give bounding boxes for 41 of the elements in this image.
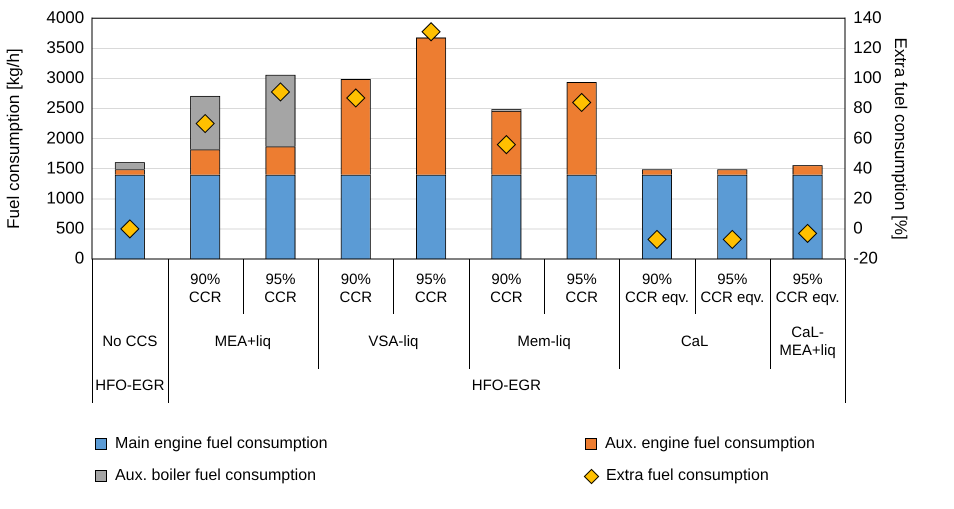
x-tick-label: 95% CCR eqv. (700, 271, 764, 306)
y2-tick-label: -20 (853, 248, 878, 268)
point (422, 22, 441, 42)
x-tick-label: 90% CCR eqv. (625, 271, 689, 306)
y2-tick-label: 40 (853, 158, 872, 178)
legend-label: Main engine fuel consumption (115, 435, 328, 453)
legend-label: Aux. boiler fuel consumption (115, 467, 316, 485)
x-tick-label: 95% CCR (565, 271, 598, 306)
x-tick-label: 90% CCR (490, 271, 523, 306)
y2-tick-label: 20 (853, 188, 872, 208)
x-tick-label: 90% CCR (340, 271, 372, 306)
y2-tick-label: 100 (853, 68, 882, 88)
y-tick-label: 1500 (46, 158, 84, 178)
x-tick-label: 95% CCR eqv. (776, 271, 840, 306)
point (120, 219, 140, 238)
point (346, 88, 366, 108)
y-tick-label: 3000 (46, 68, 84, 88)
y2-tick-label: 60 (853, 128, 872, 148)
y-axis-title: Fuel consumption [kg/h] (4, 48, 23, 229)
y2-axis-title: Extra fuel consumption [%] (891, 37, 910, 240)
legend-label: Extra fuel consumption (606, 467, 769, 485)
y-tick-label: 2500 (46, 98, 84, 118)
x-tick-label: 95% CCR (414, 271, 448, 306)
y-tick-label: 4000 (46, 8, 84, 27)
y2-tick-label: 120 (853, 38, 882, 57)
y-tick-label: 0 (74, 248, 84, 268)
point (270, 82, 290, 102)
point (798, 224, 818, 243)
y-tick-label: 1000 (46, 188, 84, 208)
point (647, 230, 666, 249)
y2-tick-label: 80 (853, 98, 872, 118)
point (722, 230, 742, 249)
y-tick-label: 500 (56, 218, 84, 238)
point (572, 92, 592, 112)
x-tick-label: 90% CCR (188, 271, 222, 306)
y-tick-label: 2000 (46, 128, 84, 148)
y2-tick-label: 140 (853, 8, 882, 27)
x-tick-label: 95% CCR (264, 271, 297, 306)
y-tick-label: 3500 (46, 38, 84, 57)
legend-label: Aux. engine fuel consumption (605, 435, 815, 453)
y2-tick-label: 0 (853, 218, 863, 238)
